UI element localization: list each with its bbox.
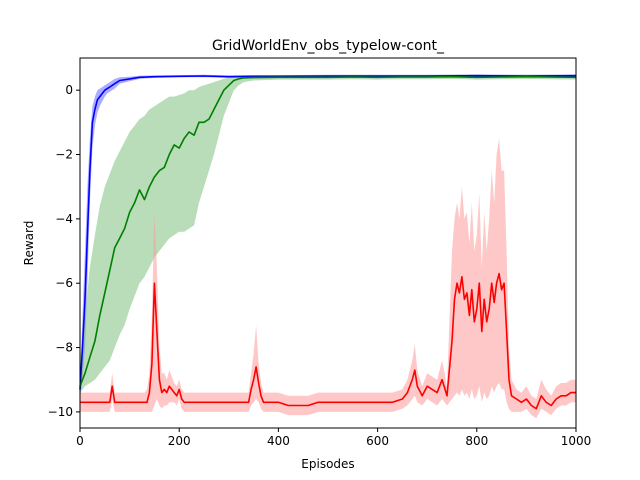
x-tick-label: 0 (76, 434, 84, 448)
y-tick-label: 0 (65, 83, 73, 97)
x-tick-label: 1000 (561, 434, 592, 448)
y-tick-label: −6 (55, 276, 73, 290)
x-axis-label: Episodes (301, 457, 354, 471)
y-axis-label: Reward (22, 221, 36, 266)
series-2-line (79, 75, 577, 387)
x-tick-label: 400 (267, 434, 290, 448)
series-1-line (79, 74, 577, 390)
series-2-band (80, 74, 576, 393)
x-tick-label: 200 (168, 434, 191, 448)
x-tick-label: 600 (366, 434, 389, 448)
series-3-line (80, 272, 576, 410)
y-tick-label: −8 (55, 341, 73, 355)
x-tick-label: 800 (465, 434, 488, 448)
chart-title: GridWorldEnv_obs_typelow-cont_ (212, 38, 445, 54)
y-tick-label: −10 (48, 405, 73, 419)
y-axis-ticks: 0 −2 −4 −6 −8 −10 (48, 83, 80, 419)
plot-frame (79, 57, 577, 429)
y-tick-label: −4 (55, 212, 73, 226)
x-axis-ticks: 0 200 400 600 800 1000 (76, 428, 591, 448)
y-tick-label: −2 (55, 148, 73, 162)
series-lines (79, 74, 577, 410)
